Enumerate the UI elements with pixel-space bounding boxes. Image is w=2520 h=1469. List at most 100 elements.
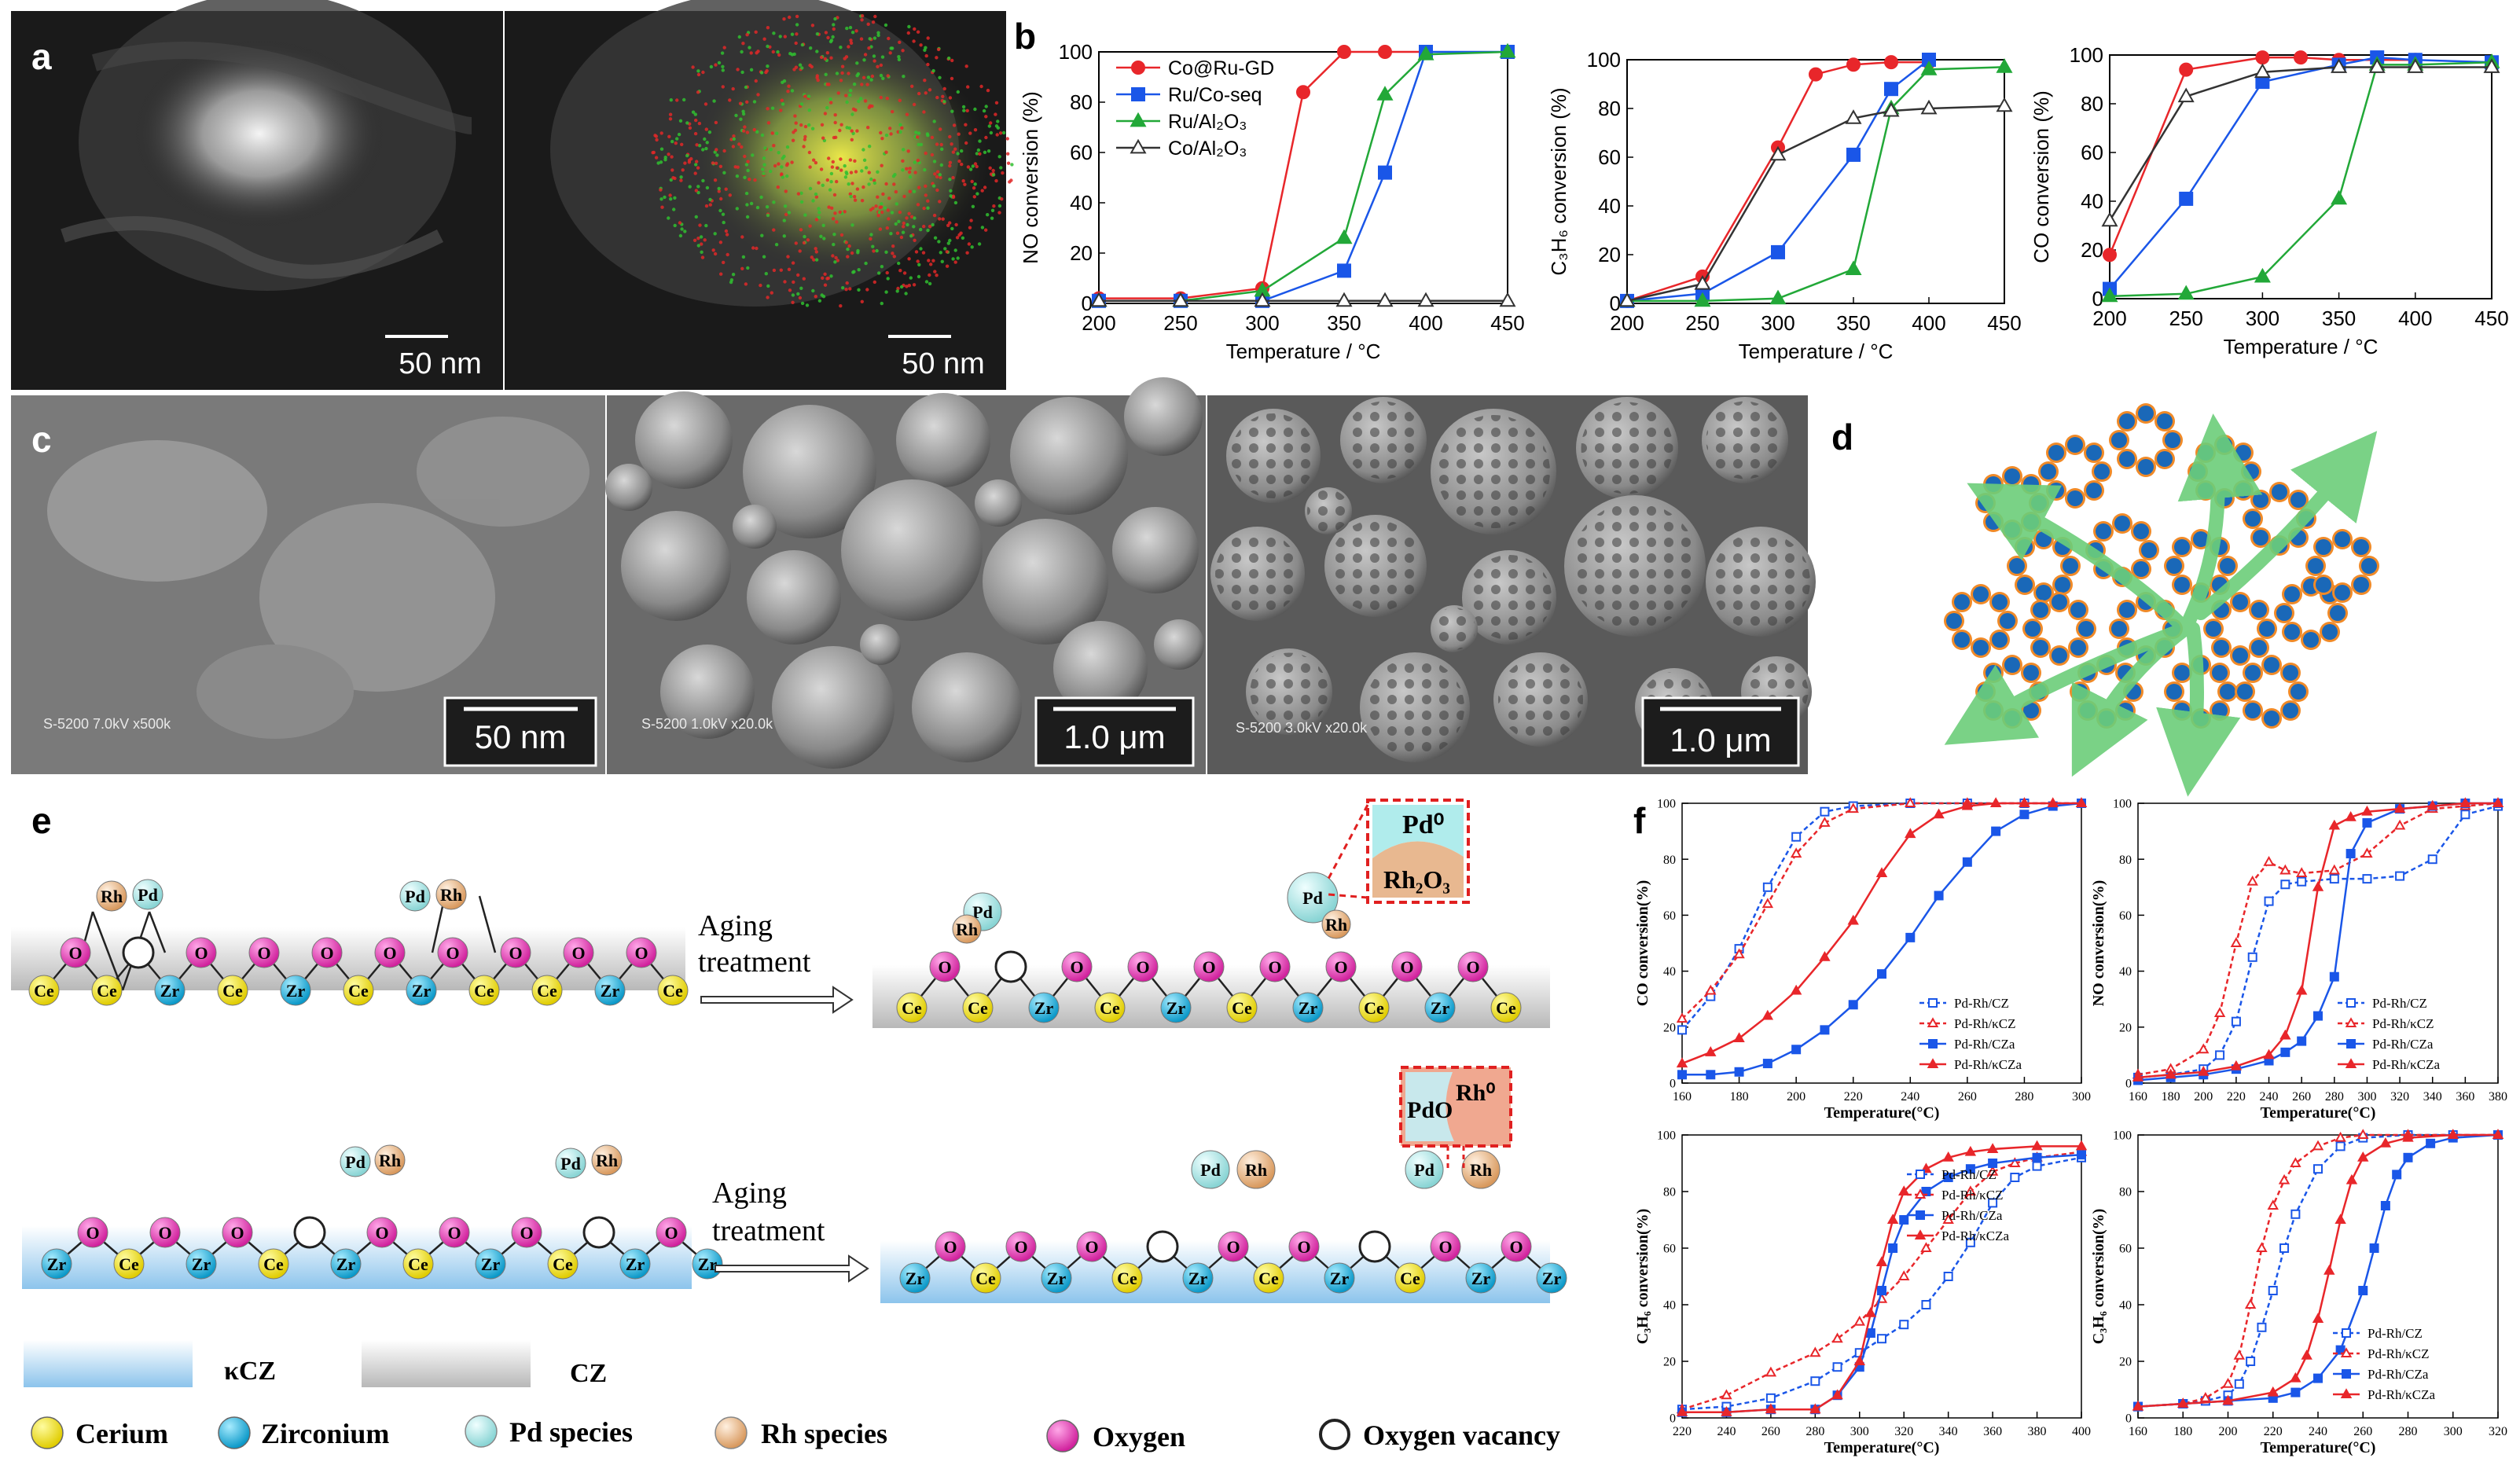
x-tick-label: 200 [2092,307,2126,330]
eds-dot [726,252,729,257]
eds-dot [877,211,882,215]
data-point [2101,211,2118,227]
eds-dot [777,53,781,57]
zr-atom [1028,992,1060,1023]
data-point [1920,1242,1932,1252]
eds-dot [672,207,676,211]
data-point [2255,50,2270,65]
chart-f-c3h6-b: 160 180 200 220 240 260 280 300 320020406080100T… [2090,1129,2507,1456]
cluster-particle [2004,522,2020,538]
eds-dot [953,200,958,205]
eds-dot [717,189,721,193]
eds-dot [935,142,939,146]
eds-dot [965,108,969,112]
stem-left-particle [61,0,472,291]
eds-dot [825,178,830,182]
cluster-particle [2094,464,2110,479]
eds-dot [731,145,736,149]
eds-dot [839,157,843,161]
atom-label: O [86,1223,99,1243]
eds-dot [860,299,865,303]
atom-label: O [1085,1237,1098,1257]
data-point [1865,1328,1875,1338]
cluster-particle [2193,531,2209,547]
atom-label: Ce [119,1254,139,1274]
o-atom [60,937,91,968]
legend-label: Pd-Rh/κCZa [1954,1057,2022,1072]
cluster-particle [2245,511,2261,527]
eds-dot [844,94,848,97]
eds-dot [696,244,700,248]
eds-dot [994,101,999,105]
cluster-particle [2004,468,2020,484]
legend-label: Pd-Rh/CZ [1954,996,2009,1011]
data-point [1090,292,1108,307]
sem-sphere-pores [1437,415,1550,528]
eds-dot [760,133,765,138]
atom-label: O [446,943,459,963]
eds-dot [919,247,923,251]
cluster-particle [2096,523,2111,539]
eds-dot [860,14,865,18]
eds-dot [759,283,762,288]
atom-label: Pd [1200,1160,1221,1180]
data-point [2335,1345,2346,1355]
atom-label: Zr [601,981,620,1001]
eds-dot [970,245,974,249]
eds-dot [669,178,673,182]
x-tick-label: 200 [2194,1090,2213,1104]
eds-dot [770,131,774,135]
data-point [1853,1315,1865,1326]
cluster-particle [2031,495,2047,511]
eds-dot [823,112,828,116]
atom-label: O [571,943,585,963]
eds-dot [701,178,705,183]
eds-dot [988,166,992,170]
eds-dot [908,167,912,171]
eds-dot [864,261,868,266]
eds-dot [984,228,988,232]
data-point [1378,45,1392,59]
eds-dot [924,280,929,284]
eds-dot [939,175,942,180]
eds-dot [913,171,917,174]
eds-dot [821,136,825,140]
x-tick-label: 250 [1163,311,1197,335]
eds-dot [879,63,883,68]
eds-dot [912,225,916,229]
legend-label: Co@Ru-GD [1168,57,1274,79]
eds-dot [876,170,880,174]
eds-dot [917,142,920,147]
inset-pdo-label: PdO [1407,1097,1453,1123]
ce-atom [468,975,500,1006]
legend-marker [1914,1188,1927,1199]
eds-dot [952,123,957,127]
eds-dot [779,268,783,272]
data-point [2290,1209,2301,1219]
eds-dot [919,43,923,47]
eds-dot [997,211,1001,215]
eds-dot [815,74,820,78]
eds-dot [817,215,821,219]
eds-dot [850,223,854,227]
x-tick-label: 260 [1761,1425,1780,1438]
y-axis-label: NO conversion(%) [2090,880,2107,1007]
eds-dot [843,163,847,168]
eds-dot [935,95,939,100]
eds-dot [879,130,883,135]
eds-dot [963,182,967,186]
cluster-particle [2157,413,2173,429]
x-axis-label: Temperature(°C) [1824,1104,1940,1122]
panel-label-f: f [1633,800,1646,841]
eds-dot [835,220,839,224]
eds-dot [713,252,718,256]
pd-atom [1287,872,1339,924]
eds-dot [957,159,961,163]
eds-dot [886,74,890,78]
eds-dot [872,178,876,182]
cluster-particle [2078,621,2094,637]
eds-dot [950,226,954,231]
porous-network-diagram [1944,403,2379,729]
data-point [1846,147,1861,162]
eds-dot [866,22,870,26]
